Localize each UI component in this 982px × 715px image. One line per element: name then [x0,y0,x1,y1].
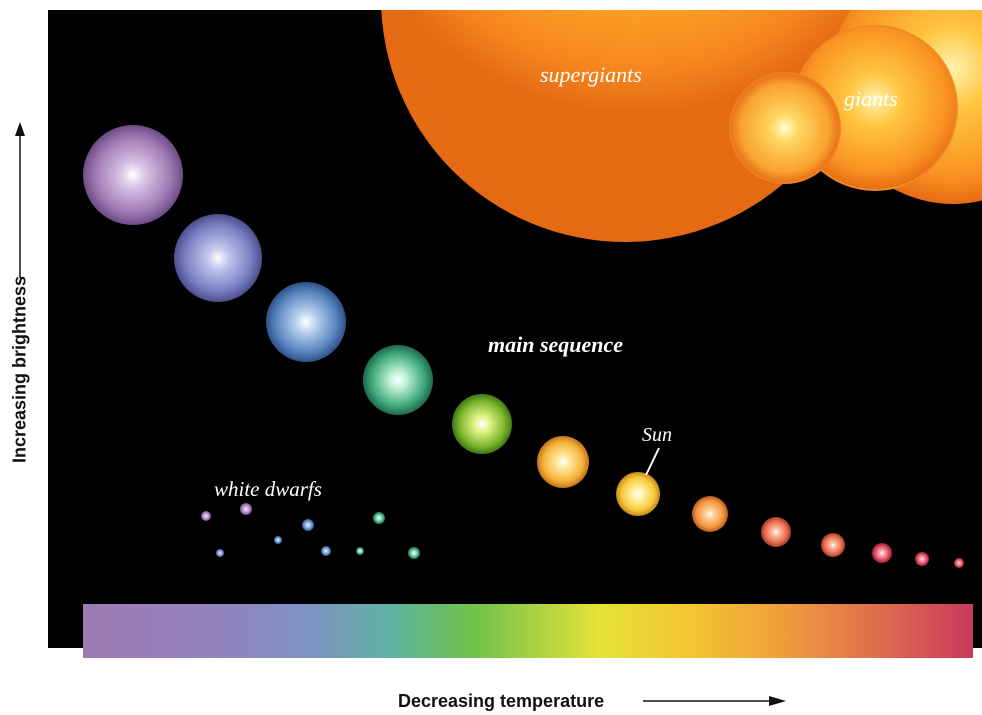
main-sequence-star [363,345,433,415]
main-sequence-star [537,436,589,488]
white-dwarf-star [274,536,282,544]
sun-label: Sun [642,424,672,446]
right-arrow-icon [643,696,786,706]
temperature-color-bar [83,604,973,658]
main-sequence-star [83,125,183,225]
main-sequence-star [821,533,845,557]
white-dwarf-star [216,549,224,557]
main-sequence-star [954,558,964,568]
sun-star [616,472,660,516]
white-dwarf-star [408,547,420,559]
giant-star-small [729,72,841,184]
main-sequence-star [761,517,791,547]
white-dwarf-star [240,503,252,515]
main-sequence-star [452,394,512,454]
white-dwarf-star [201,511,211,521]
main-sequence-label: main sequence [488,332,624,357]
main-sequence-star [174,214,262,302]
white-dwarf-star [321,546,331,556]
main-sequence-star [692,496,728,532]
white-dwarfs-label: white dwarfs [214,477,322,501]
white-dwarf-star [373,512,385,524]
stars-canvas [83,10,982,568]
giants-label: giants [844,86,898,111]
main-sequence-star [872,543,892,563]
main-sequence-star [266,282,346,362]
sun-pointer-line [645,447,660,476]
y-axis-label: Increasing brightness [9,275,30,464]
main-sequence-star [915,552,929,566]
supergiant-star [381,10,869,242]
x-axis-label: Decreasing temperature [398,691,605,711]
supergiants-label: supergiants [540,62,642,87]
up-arrow-icon [15,122,25,278]
diagram-panel: supergiants giants main sequence Sun whi… [48,10,982,648]
white-dwarf-star [356,547,364,555]
white-dwarf-star [302,519,314,531]
